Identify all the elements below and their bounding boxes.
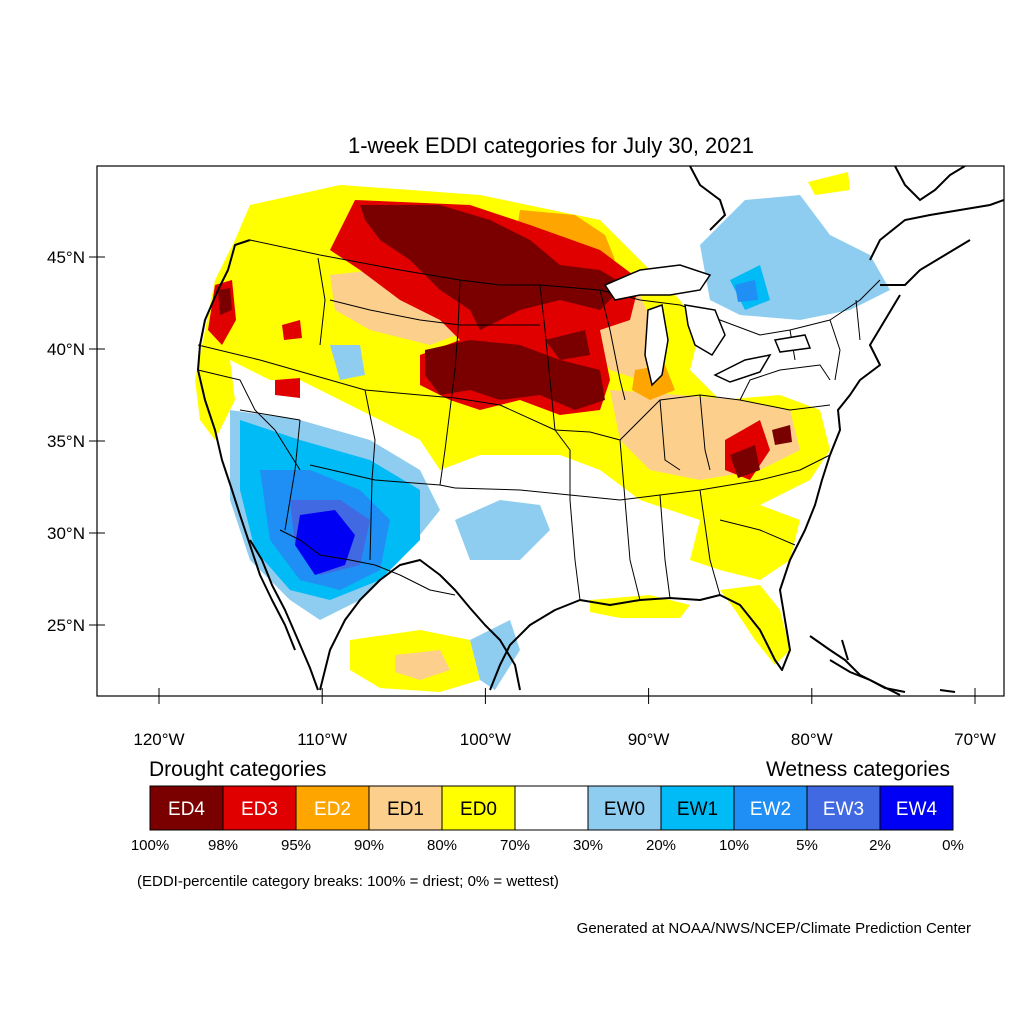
- lake-erie: [713, 353, 772, 383]
- ed0-west-coast: [195, 330, 235, 440]
- eddi-shading: [195, 172, 890, 692]
- longitude-ticks: [158, 688, 976, 696]
- lon-label: 100°W: [460, 730, 511, 749]
- legend-swatch-label: ED0: [460, 799, 497, 820]
- ed3-idaho: [282, 320, 302, 340]
- legend-break-label: 5%: [796, 837, 818, 854]
- legend-swatch: EW1: [660, 785, 735, 831]
- legend-break-label: 90%: [354, 837, 384, 854]
- legend-swatch: ED0: [441, 785, 516, 831]
- legend-swatch: ED1: [368, 785, 443, 831]
- legend-swatch: EW4: [879, 785, 954, 831]
- ed0-gulf: [590, 595, 690, 618]
- canada-coast: [689, 166, 1004, 286]
- legend-swatch-label: EW2: [750, 799, 791, 820]
- lake-superior: [603, 264, 712, 301]
- legend-swatch-label: EW4: [896, 799, 938, 820]
- ew0-utah: [330, 345, 365, 380]
- legend-swatch-label: ED2: [314, 799, 351, 820]
- legend-swatch-label: EW3: [823, 799, 864, 820]
- lon-label: 90°W: [628, 730, 670, 749]
- lat-label: 35°N: [47, 432, 85, 451]
- legend-break-label: 98%: [208, 837, 238, 854]
- wetness-categories-heading: Wetness categories: [766, 758, 950, 781]
- ed3-small-west: [275, 378, 300, 398]
- ed4-oregon: [218, 288, 232, 315]
- legend-color-bar: ED4 ED3 ED2 ED1 ED0 EW0 EW1 EW2 EW3 EW4: [149, 785, 954, 831]
- legend-swatch-label: EW1: [677, 799, 718, 820]
- map-title: 1-week EDDI categories for July 30, 2021: [348, 133, 754, 158]
- legend-break-label: 100%: [131, 837, 169, 854]
- ew0-gulf-coast: [470, 620, 520, 690]
- ew0-texas: [455, 500, 550, 560]
- ed0-canada-ne: [808, 172, 850, 195]
- legend-swatch-label: ED1: [387, 799, 424, 820]
- legend-swatch: EW3: [806, 785, 881, 831]
- legend-break-label: 10%: [719, 837, 749, 854]
- legend-break-label: 95%: [281, 837, 311, 854]
- lon-label: 110°W: [297, 730, 347, 749]
- ed4-appalachia: [730, 445, 760, 478]
- legend-break-label: 2%: [869, 837, 891, 854]
- legend-note: (EDDI-percentile category breaks: 100% =…: [137, 873, 559, 890]
- lon-label: 120°W: [133, 730, 184, 749]
- lon-label: 80°W: [791, 730, 833, 749]
- legend-swatch-label: EW0: [604, 799, 645, 820]
- longitude-labels: 120°W 110°W 100°W 90°W 80°W 70°W: [133, 696, 996, 749]
- lat-label: 45°N: [47, 248, 85, 267]
- map-panel: [97, 166, 1004, 696]
- lat-label: 30°N: [47, 524, 85, 543]
- legend-swatch: EW2: [733, 785, 808, 831]
- legend-break-label: 0%: [942, 837, 964, 854]
- legend-break-label: 20%: [646, 837, 676, 854]
- legend-break-labels: 100% 98% 95% 90% 80% 70% 30% 20% 10% 5% 2% 0%: [131, 837, 964, 854]
- ew2-great-lakes: [735, 280, 758, 302]
- ed4-dakotas: [360, 205, 625, 330]
- great-lakes: [603, 264, 812, 387]
- legend-swatch-label: ED3: [241, 799, 278, 820]
- ed4-virginia: [772, 425, 792, 445]
- lake-huron: [684, 304, 726, 357]
- legend-break-label: 30%: [573, 837, 603, 854]
- legend-swatch: [514, 785, 589, 831]
- legend: Drought categories Wetness categories ED…: [131, 758, 964, 890]
- ed0-southeast: [690, 505, 800, 580]
- latitude-ticks: [97, 256, 105, 626]
- lat-label: 25°N: [47, 616, 85, 635]
- lake-michigan: [644, 303, 669, 387]
- legend-break-label: 80%: [427, 837, 457, 854]
- legend-swatch-label: ED4: [168, 799, 205, 820]
- legend-break-label: 70%: [500, 837, 530, 854]
- ed4-nebraska: [425, 340, 605, 410]
- legend-swatch: ED4: [149, 785, 224, 831]
- latitude-labels: 45°N 40°N 35°N 30°N 25°N: [47, 248, 97, 635]
- drought-categories-heading: Drought categories: [149, 758, 326, 781]
- legend-swatch: EW0: [587, 785, 662, 831]
- ed4-iowa: [545, 330, 590, 360]
- lat-label: 40°N: [47, 340, 85, 359]
- map-frame: [96, 165, 1005, 697]
- credit-line: Generated at NOAA/NWS/NCEP/Climate Predi…: [577, 920, 971, 937]
- caribbean-islands: [829, 639, 956, 693]
- lake-ontario: [773, 334, 812, 353]
- ed1-mexico: [395, 650, 450, 680]
- political-borders: [197, 239, 881, 601]
- legend-swatch: ED3: [222, 785, 297, 831]
- lon-label: 70°W: [954, 730, 996, 749]
- legend-swatch: ED2: [295, 785, 370, 831]
